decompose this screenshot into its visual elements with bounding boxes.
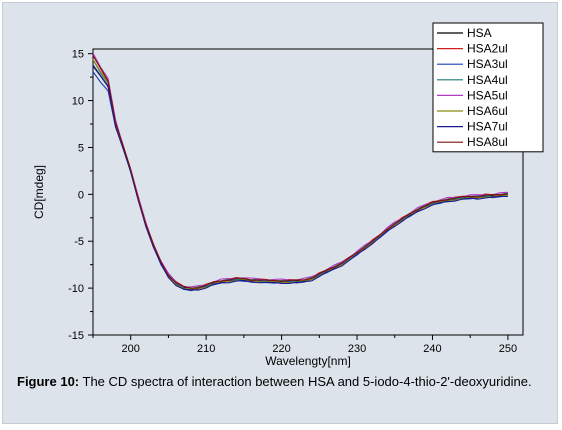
x-tick-label: 200 [122,343,140,355]
y-axis-title: CD[mdeg] [32,165,46,219]
legend-entry: HSA7ul [467,120,508,134]
chart-svg: 200 210 220 230 240 250 15 10 5 0 -5 -10 -15 Wavelen… [32,22,544,368]
plot-frame [92,48,524,336]
y-tick-label: 0 [78,189,84,201]
figure-caption: Figure 10: The CD spectra of interaction… [17,373,547,390]
legend-entry: HSA6ul [467,104,508,118]
legend-entry: HSA5ul [467,88,508,102]
series-layer [92,52,509,292]
axis-ticks: 200 210 220 230 240 250 15 10 5 0 -5 -10 -15 [68,49,517,355]
y-tick-label: -15 [68,330,84,342]
legend-entry: HSA [467,26,492,40]
legend-entry: HSA8ul [467,135,508,149]
y-tick-label: -10 [68,283,84,295]
x-tick-label: 210 [197,343,215,355]
legend-entry: HSA2ul [467,42,508,56]
y-tick-label: 5 [78,142,84,154]
legend-box [432,22,544,153]
legend-entry: HSA3ul [467,57,508,71]
x-tick-label: 230 [348,343,366,355]
figure: 200 210 220 230 240 250 15 10 5 0 -5 -10 -15 Wavelen… [2,2,558,424]
legend-entry: HSA4ul [467,73,508,87]
y-tick-label: -5 [74,236,84,248]
series-line-hsa7ul [92,64,508,291]
x-tick-label: 220 [272,343,290,355]
series-line-hsa8ul [92,55,508,289]
cd-spectra-chart: 200 210 220 230 240 250 15 10 5 0 -5 -10 -15 Wavelen… [13,11,549,371]
x-axis-title: Wavelengty[nm] [265,354,351,368]
y-tick-label: 15 [72,49,84,61]
y-tick-label: 10 [72,96,84,108]
x-tick-label: 240 [423,343,441,355]
caption-label: Figure 10: [17,374,80,389]
caption-text: The CD spectra of interaction between HS… [79,374,532,389]
x-tick-label: 250 [499,343,517,355]
